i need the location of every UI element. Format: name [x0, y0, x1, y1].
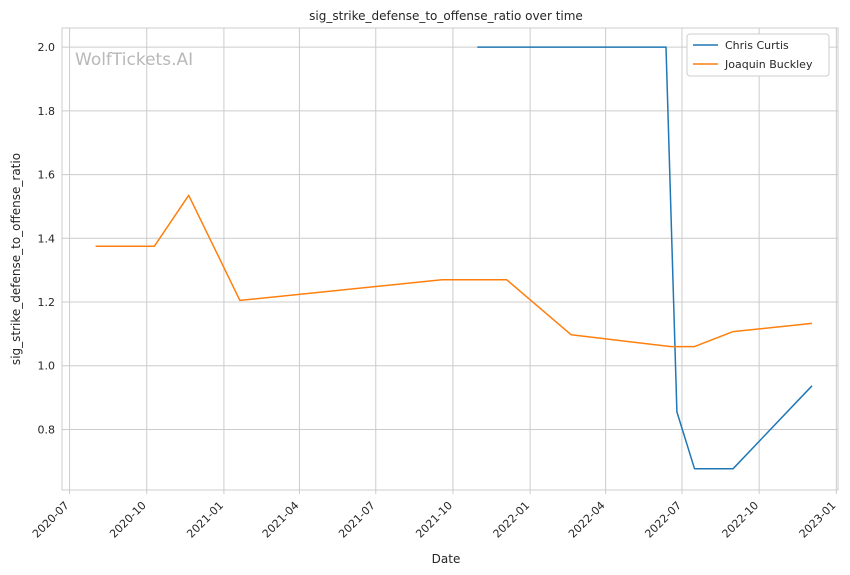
watermark: WolfTickets.AI [75, 50, 193, 70]
x-tick-label: 2021-01 [184, 499, 226, 541]
y-tick-label: 1.4 [38, 232, 56, 245]
y-tick-label: 0.8 [38, 423, 56, 436]
y-tick-label: 1.6 [38, 169, 56, 182]
plot-area [61, 27, 839, 491]
y-tick-label: 1.0 [38, 360, 56, 373]
x-tick-label: 2022-04 [566, 499, 608, 541]
legend-box [686, 33, 830, 77]
series-line-joaquin-buckley [95, 194, 813, 348]
chart-title: sig_strike_defense_to_offense_ratio over… [309, 9, 583, 23]
legend-label-joaquin-buckley: Joaquin Buckley [724, 58, 813, 71]
x-tick-label: 2020-07 [30, 499, 72, 541]
y-axis-ticks: 0.8 1.0 1.2 1.4 1.6 1.8 2.0 [38, 41, 56, 436]
y-tick-label: 2.0 [38, 41, 56, 54]
x-axis-label: Date [432, 552, 461, 566]
x-axis-ticks: 2020-07 2020-10 2021-01 2021-04 2021-07 2021-… [30, 490, 838, 541]
x-tick-label: 2021-07 [336, 499, 378, 541]
x-tick-label: 2023-01 [797, 499, 839, 541]
x-tick-label: 2021-04 [260, 499, 302, 541]
legend: Chris Curtis Joaquin Buckley [686, 33, 830, 77]
series-line-chris-curtis [477, 46, 813, 470]
x-tick-label: 2022-01 [491, 499, 533, 541]
x-tick-label: 2021-10 [413, 499, 455, 541]
y-axis-label: sig_strike_defense_to_offense_ratio [9, 153, 23, 365]
legend-label-chris-curtis: Chris Curtis [725, 39, 789, 52]
x-tick-label: 2022-10 [720, 499, 762, 541]
series-lines [95, 46, 813, 470]
x-tick-label: 2020-10 [107, 499, 149, 541]
y-tick-label: 1.2 [38, 296, 56, 309]
y-tick-label: 1.8 [38, 105, 56, 118]
grid-lines [62, 28, 838, 490]
x-tick-label: 2022-07 [642, 499, 684, 541]
